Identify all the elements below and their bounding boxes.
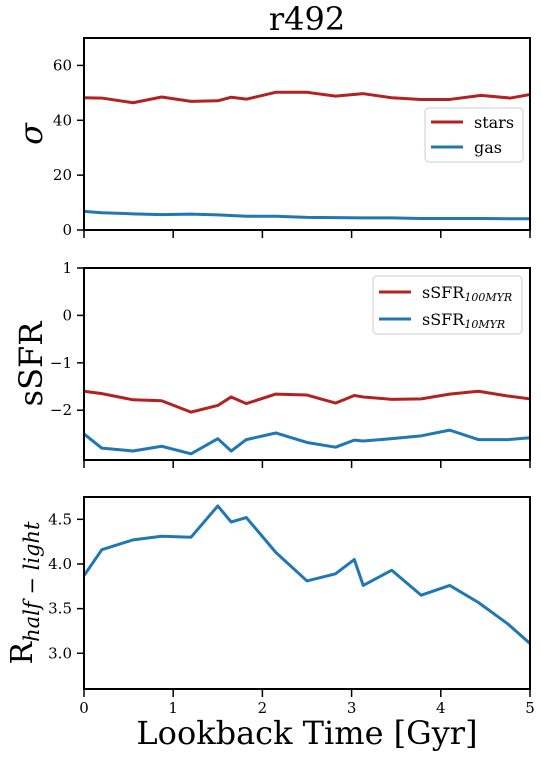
y-tick-label: −1 [50, 354, 72, 372]
y-axis-label-subscript: half − light [20, 521, 44, 642]
x-tick-label: 3 [347, 699, 357, 717]
series-line-r-half-light [82, 504, 531, 645]
legend-label: sSFR100MYR [422, 283, 512, 304]
legend-label-subscript: 10MYR [464, 318, 505, 331]
axes-frame [83, 496, 531, 690]
x-tick-label: 2 [258, 699, 268, 717]
series-line-ssfr-10myr [83, 428, 531, 456]
y-tick-label: 3.5 [48, 600, 72, 618]
y-tick-label: 4.5 [48, 510, 72, 528]
legend-label-main: sSFR [422, 310, 465, 329]
x-tick-label: 1 [168, 699, 178, 717]
legend-label-subscript: 100MYR [464, 291, 512, 304]
y-tick-label: 20 [53, 166, 72, 184]
y-tick-label: 3.0 [48, 644, 72, 662]
legend-label-main: sSFR [422, 283, 465, 302]
panel-1: 0 20 40 60 r492 σ stars gas [12, 0, 531, 239]
y-axis-label: sSFR [12, 321, 50, 407]
y-axis-label: Rhalf − light [5, 521, 44, 664]
y-tick-label: 60 [53, 56, 72, 74]
y-tick-label: 1 [62, 259, 72, 277]
series-line-ssfr-100myr [83, 389, 531, 414]
y-axis-label-main: R [5, 640, 40, 664]
chart-title: r492 [269, 0, 345, 38]
axes-frame [83, 37, 531, 231]
x-tick-label: 0 [79, 699, 89, 717]
panel-3: 3.0 3.5 4.0 4.5 0 1 2 3 4 5 Rhalf − light Lookback … [5, 496, 535, 752]
axes-frame [83, 267, 531, 461]
legend-label: gas [474, 138, 502, 157]
series-line-gas [83, 209, 530, 221]
y-tick-label: 0 [62, 221, 72, 239]
x-tick-label: 5 [525, 699, 535, 717]
y-tick-label: 0 [62, 306, 72, 324]
x-axis-label: Lookback Time [Gyr] [136, 714, 477, 752]
series-line-stars [83, 90, 531, 105]
y-tick-label: 4.0 [48, 555, 72, 573]
legend-label: sSFR10MYR [422, 310, 505, 331]
legend-label: stars [474, 113, 514, 132]
y-tick-label: −2 [50, 401, 72, 419]
y-tick-label: 40 [53, 111, 72, 129]
x-tick-label: 4 [436, 699, 446, 717]
y-axis-label: σ [12, 122, 50, 145]
